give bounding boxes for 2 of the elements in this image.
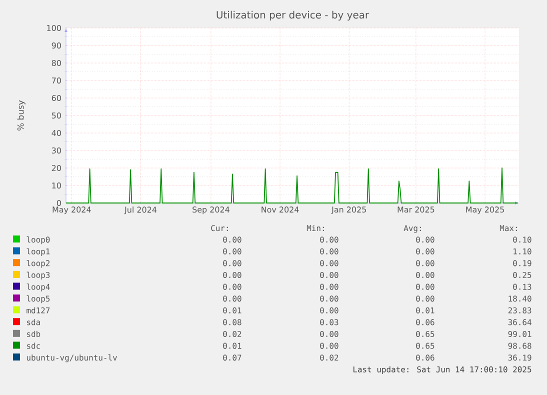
chart-title: Utilization per device - by year <box>216 10 370 21</box>
y-axis-title: % busy <box>17 100 26 130</box>
